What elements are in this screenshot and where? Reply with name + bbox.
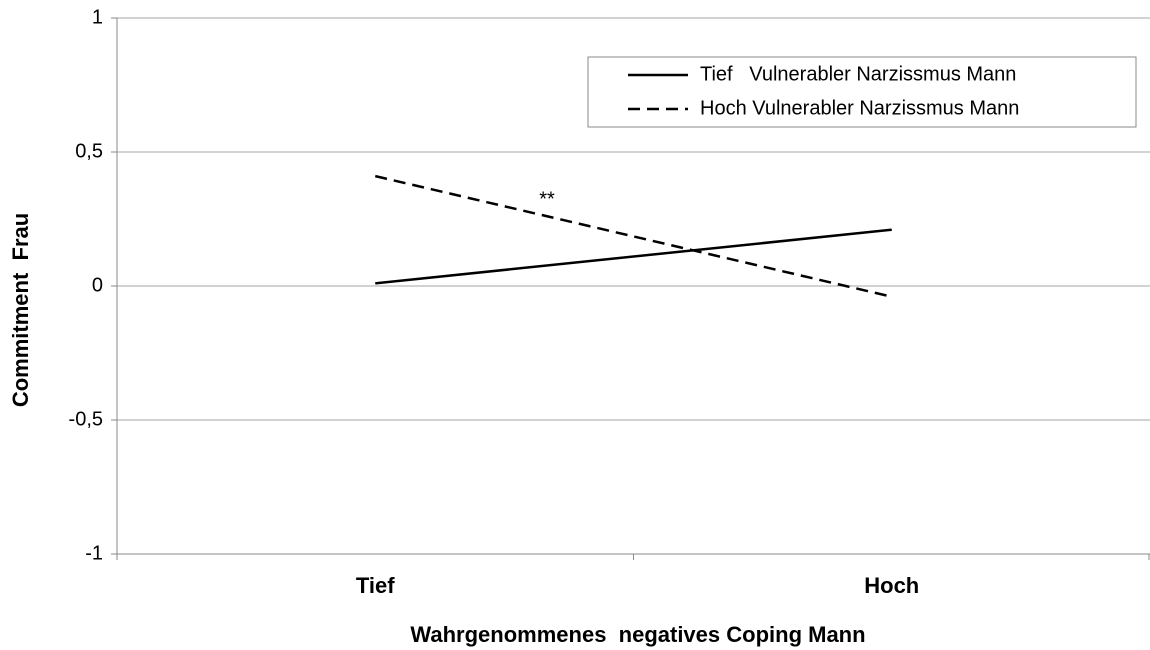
series-line (374, 174, 893, 298)
y-tick-label: -0,5 (69, 408, 103, 430)
x-tick-label: Hoch (864, 573, 919, 598)
x-tick-label: Tief (356, 573, 395, 598)
legend-label: Tief Vulnerabler Narzissmus Mann (700, 63, 1016, 85)
y-tick-label: 0,5 (75, 140, 103, 162)
legend-label: Hoch Vulnerabler Narzissmus Mann (700, 97, 1019, 119)
series-line (375, 228, 892, 285)
x-axis-label: Wahrgenommenes negatives Coping Mann (410, 622, 865, 647)
y-tick-label: 1 (92, 6, 103, 28)
legend-box (587, 56, 1137, 128)
y-axis-label: Commitment Frau (8, 213, 33, 407)
annotation: ** (539, 188, 555, 210)
y-tick-label: -1 (85, 542, 103, 564)
y-tick-label: 0 (92, 274, 103, 296)
